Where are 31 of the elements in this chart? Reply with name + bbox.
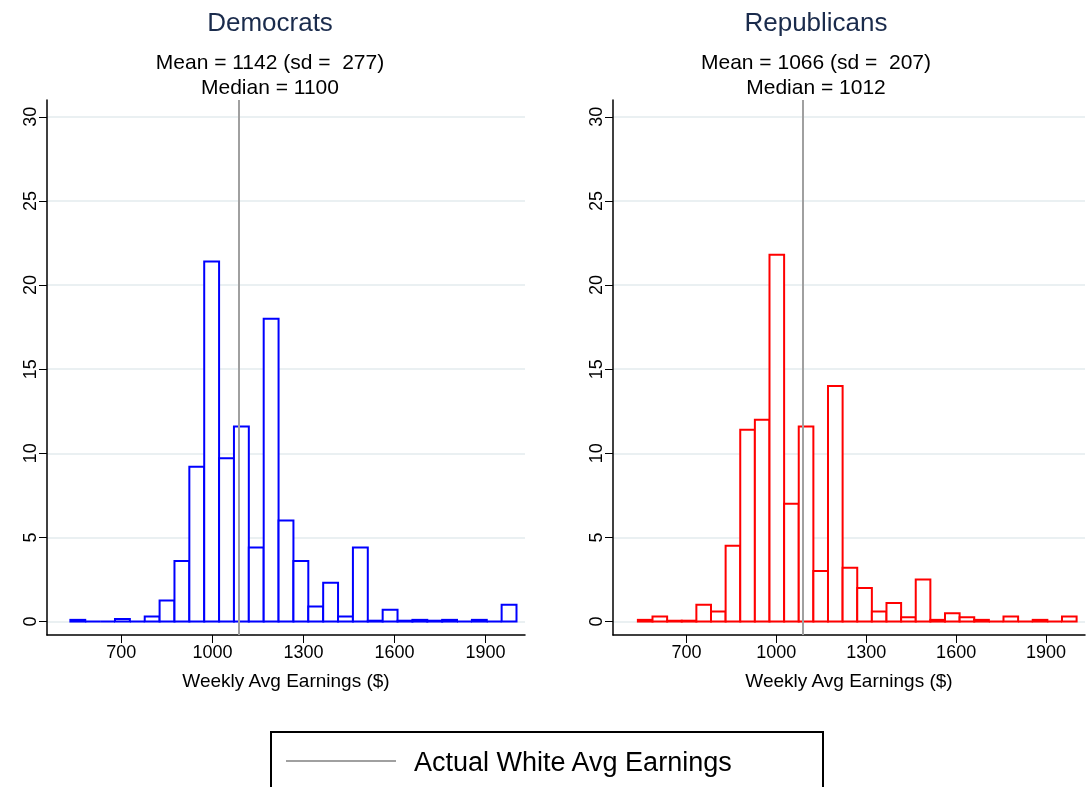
x-tick-label: 700 [106,642,137,662]
y-tick-label: 20 [20,275,40,296]
y-tick-label: 15 [20,359,40,380]
y-tick-label: 10 [586,443,606,464]
y-tick-label: 5 [586,532,606,543]
chart-subtitle: Mean = 1066 (sd = 207) Median = 1012 [701,50,931,98]
y-tick-label: 30 [20,106,40,127]
y-tick-label: 10 [20,443,40,464]
y-tick-label: 25 [586,190,606,211]
x-axis-title: Weekly Avg Earnings ($) [182,670,390,691]
y-tick-label: 20 [586,275,606,296]
x-tick-label: 700 [671,642,702,662]
x-tick-label: 1600 [374,642,415,662]
y-tick-label: 5 [20,532,40,543]
x-tick-label: 1000 [192,642,233,662]
legend-label: Actual White Avg Earnings [414,747,732,778]
x-tick-label: 1900 [1026,642,1067,662]
x-tick-label: 1000 [756,642,797,662]
chart-title: Republicans [744,7,888,37]
x-axis-title: Weekly Avg Earnings ($) [745,670,953,691]
x-tick-label: 1300 [846,642,887,662]
y-tick-label: 30 [586,106,606,127]
y-tick-label: 0 [586,616,606,627]
chart-subtitle: Mean = 1142 (sd = 277) Median = 1100 [155,50,385,98]
x-tick-label: 1300 [283,642,324,662]
y-tick-label: 0 [20,616,40,627]
y-tick-label: 15 [586,359,606,380]
x-tick-label: 1600 [936,642,977,662]
chart-title: Democrats [207,7,333,37]
y-tick-label: 25 [20,190,40,211]
x-tick-label: 1900 [465,642,506,662]
